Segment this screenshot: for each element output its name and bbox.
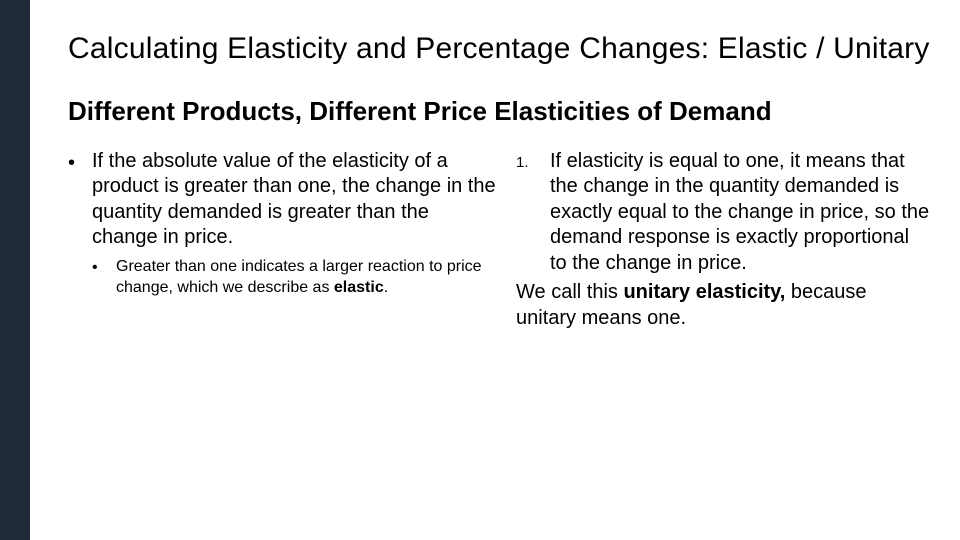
sub-bullet-marker-icon: • — [92, 257, 116, 279]
side-accent-bar — [0, 0, 30, 540]
bullet-text: If the absolute value of the elasticity … — [92, 149, 498, 251]
slide: Calculating Elasticity and Percentage Ch… — [0, 0, 960, 540]
two-column-body: • If the absolute value of the elasticit… — [68, 149, 930, 332]
bullet-item: • If the absolute value of the elasticit… — [68, 149, 498, 251]
slide-title: Calculating Elasticity and Percentage Ch… — [68, 30, 930, 68]
sub-bullet-text: Greater than one indicates a larger reac… — [116, 257, 498, 299]
sub-bullet-text-post: . — [384, 279, 388, 296]
slide-content: Calculating Elasticity and Percentage Ch… — [68, 30, 930, 332]
sub-bullet-item: • Greater than one indicates a larger re… — [92, 257, 498, 299]
slide-subtitle: Different Products, Different Price Elas… — [68, 96, 930, 127]
bullet-marker-icon: • — [68, 149, 92, 177]
sub-bullet-text-pre: Greater than one indicates a larger reac… — [116, 258, 482, 296]
right-column: 1. If elasticity is equal to one, it mea… — [516, 149, 930, 332]
closing-text: We call this unitary elasticity, because… — [516, 280, 930, 331]
numbered-text: If elasticity is equal to one, it means … — [550, 149, 930, 277]
left-column: • If the absolute value of the elasticit… — [68, 149, 498, 332]
sub-bullet-text-bold: elastic — [334, 279, 384, 296]
numbered-item: 1. If elasticity is equal to one, it mea… — [516, 149, 930, 277]
closing-text-bold: unitary elasticity, — [623, 281, 785, 303]
closing-text-pre: We call this — [516, 281, 623, 303]
number-marker: 1. — [516, 149, 550, 172]
